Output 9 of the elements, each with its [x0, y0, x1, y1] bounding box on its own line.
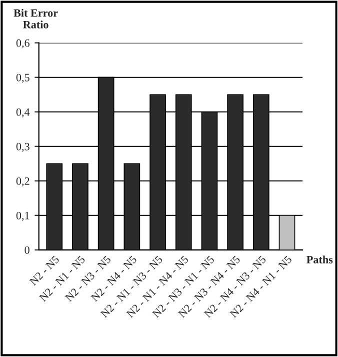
- x-axis-title: Paths: [306, 256, 333, 264]
- y-tick-label: 0,2: [16, 177, 30, 186]
- y-axis-title: Bit Error Ratio: [14, 8, 58, 28]
- y-tick-label: 0,5: [16, 74, 30, 83]
- y-tick-label: 0,6: [16, 39, 30, 48]
- y-tick-label: 0,4: [16, 108, 30, 118]
- y-tick-label: 0,3: [16, 142, 30, 152]
- y-tick-label: 0: [24, 246, 30, 254]
- y-tick-label: 0,1: [16, 212, 30, 221]
